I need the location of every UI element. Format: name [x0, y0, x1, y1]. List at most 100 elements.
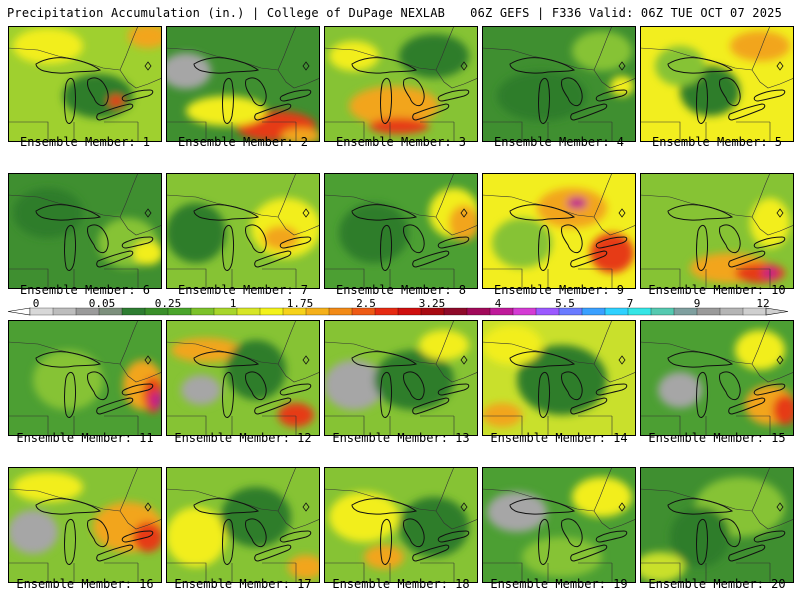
great-lake-outline: [380, 371, 392, 418]
precip-contour-area: [735, 330, 785, 370]
city-marker-icon: [302, 502, 310, 512]
precip-contour-area: [497, 71, 587, 121]
ensemble-member-panel: [324, 467, 478, 583]
great-lake-outline: [696, 224, 708, 271]
great-lake-outline: [538, 371, 550, 418]
state-border: [277, 363, 320, 383]
panel-frame: [640, 320, 794, 436]
state-border: [751, 69, 794, 89]
state-border: [593, 216, 636, 236]
panel-frame: [8, 467, 162, 583]
state-border: [593, 363, 636, 383]
great-lake-outline: [437, 89, 470, 102]
precip-contour-area: [750, 198, 790, 248]
great-lake-outline: [595, 236, 628, 249]
great-lake-outline: [561, 371, 583, 401]
precip-map: [482, 26, 636, 142]
great-lake-outline: [96, 103, 134, 121]
city-marker-icon: [776, 208, 784, 218]
great-lake-outline: [538, 224, 550, 271]
great-lake-outline: [696, 371, 708, 418]
state-border: [593, 26, 613, 71]
state-border: [593, 320, 613, 365]
state-border: [751, 173, 771, 218]
great-lake-outline: [222, 371, 234, 418]
panel-frame: [166, 320, 320, 436]
great-lake-outline: [35, 204, 102, 221]
ensemble-member-label: Ensemble Member: 14: [490, 431, 628, 445]
precip-contour-area: [13, 28, 83, 64]
great-lake-outline: [595, 89, 628, 102]
precip-map: [640, 467, 794, 583]
great-lake-outline: [96, 397, 134, 415]
ensemble-member-panel: [166, 467, 320, 583]
precip-map: [166, 467, 320, 583]
precip-contour-area: [128, 26, 162, 48]
great-lake-outline: [509, 57, 576, 74]
panel-frame: [482, 467, 636, 583]
great-lake-outline: [728, 250, 766, 268]
state-border: [435, 173, 455, 218]
great-lake-outline: [412, 397, 450, 415]
great-lake-outline: [538, 518, 550, 565]
colorbar-swatch: [52, 307, 77, 316]
great-lake-outline: [351, 204, 418, 221]
ensemble-member-panel: [324, 320, 478, 436]
great-lake-outline: [254, 544, 292, 562]
state-border: [435, 467, 455, 512]
ensemble-member-label: Ensemble Member: 16: [16, 577, 154, 591]
great-lake-outline: [351, 57, 418, 74]
precip-contour-area: [281, 128, 320, 142]
precip-contour-area: [13, 472, 83, 502]
precip-contour-area: [171, 338, 241, 362]
state-border: [435, 26, 455, 71]
state-border: [166, 121, 207, 142]
great-lake-outline: [561, 518, 583, 548]
precip-map: [8, 26, 162, 142]
precip-contour-area: [186, 96, 266, 126]
panel-frame: [8, 173, 162, 289]
great-lake-outline: [193, 498, 260, 515]
state-border: [119, 173, 139, 218]
ensemble-member-panel: [640, 173, 794, 289]
precip-contour-area: [735, 263, 785, 283]
city-marker-icon: [302, 61, 310, 71]
great-lake-outline: [351, 351, 418, 368]
precip-contour-area: [399, 497, 469, 557]
ensemble-member-label: Ensemble Member: 12: [174, 431, 312, 445]
ensemble-member-label: Ensemble Member: 15: [648, 431, 786, 445]
city-marker-icon: [144, 208, 152, 218]
precip-contour-area: [329, 492, 399, 542]
ensemble-member-label: Ensemble Member: 8: [335, 283, 467, 297]
ensemble-member-panel: [8, 320, 162, 436]
great-lake-outline: [728, 397, 766, 415]
colorbar-swatch: [696, 307, 721, 316]
city-marker-icon: [618, 502, 626, 512]
great-lake-outline: [121, 236, 154, 249]
great-lake-outline: [96, 250, 134, 268]
ensemble-member-label: Ensemble Member: 19: [490, 577, 628, 591]
colorbar-swatch: [466, 307, 491, 316]
ensemble-member-panel: [640, 467, 794, 583]
great-lake-outline: [561, 77, 583, 107]
state-border: [277, 216, 320, 236]
colorbar-swatch: [190, 307, 215, 316]
state-border: [751, 510, 794, 530]
model-run-info: 06Z GEFS | F336 Valid: 06Z TUE OCT 07 20…: [470, 6, 782, 20]
city-marker-icon: [776, 502, 784, 512]
state-border: [277, 320, 297, 365]
precip-map: [324, 26, 478, 142]
colorbar-tick-label: 1: [229, 297, 237, 310]
precip-map: [8, 467, 162, 583]
precip-contour-area: [324, 360, 384, 410]
precip-contour-area: [449, 205, 478, 241]
precip-contour-area: [730, 31, 790, 61]
great-lake-outline: [412, 103, 450, 121]
precip-contour-area: [522, 537, 602, 577]
colorbar-swatch: [121, 307, 146, 316]
precip-contour-area: [369, 118, 429, 134]
colorbar-swatch: [604, 307, 629, 316]
colorbar-swatch: [443, 307, 468, 316]
great-lake-outline: [595, 383, 628, 396]
great-lake-outline: [279, 236, 312, 249]
